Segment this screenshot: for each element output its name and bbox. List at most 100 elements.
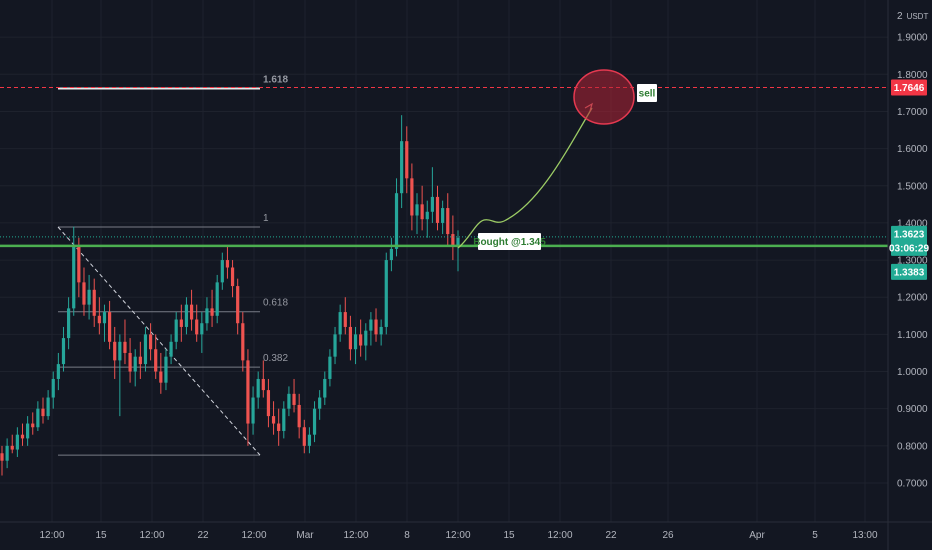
candle	[379, 319, 383, 346]
candle	[41, 397, 45, 424]
candle-body	[359, 334, 363, 346]
time-axis[interactable]: 12:00 15 12:00 22 12:00 Mar 12:00 8 12:00 15 12:00…	[0, 521, 932, 541]
candle	[36, 401, 40, 431]
candle-body	[133, 356, 137, 372]
y-tick-label: 1.7000	[897, 107, 928, 118]
bought-label-box	[478, 233, 541, 250]
candle-body	[82, 282, 86, 305]
price-tag-box	[891, 225, 927, 242]
candle	[415, 193, 419, 235]
candle-body	[56, 364, 60, 379]
candle-body	[189, 304, 194, 320]
y-tick-label: 1.5000	[897, 181, 928, 192]
candle-body	[394, 193, 399, 249]
candle	[102, 304, 107, 342]
candle	[236, 278, 240, 335]
candle	[405, 126, 409, 194]
candle	[318, 390, 322, 420]
candle	[225, 245, 230, 279]
x-tick-label: 8	[404, 530, 410, 541]
fib-level-label: 1	[263, 213, 269, 224]
candle-body	[343, 312, 347, 327]
candle	[118, 334, 122, 417]
candle	[353, 326, 358, 365]
candle	[246, 349, 250, 446]
x-tick-label: 12:00	[39, 530, 64, 541]
candle-body	[87, 289, 91, 305]
candle-body	[118, 341, 122, 361]
sell-label-box	[637, 84, 657, 102]
candle	[15, 427, 19, 457]
candle-body	[10, 445, 14, 450]
candle	[420, 185, 424, 231]
fib-retracement[interactable]: 1 0.618 0.382 1.618	[57, 74, 288, 456]
candle	[123, 319, 127, 365]
candle-body	[287, 393, 291, 409]
candle	[215, 274, 219, 324]
price-tags: 1.7646 1.3623 03:06:29 1.3383	[889, 79, 929, 280]
candle-body	[138, 356, 142, 365]
price-tag: 03:06:29	[889, 239, 929, 256]
candle-body	[333, 334, 337, 357]
candle-body	[415, 204, 419, 216]
y-tick-label: 0.7000	[897, 478, 928, 489]
candle	[241, 312, 245, 372]
candle-body	[159, 371, 163, 383]
candle-body	[200, 323, 204, 335]
price-tag-label: 1.3623	[894, 229, 925, 240]
candle	[292, 378, 296, 413]
candle-body	[195, 319, 199, 335]
candle	[220, 252, 224, 290]
candle-body	[323, 378, 327, 398]
candle-body	[451, 234, 455, 246]
y-tick-label: 1.9000	[897, 33, 928, 44]
candle	[369, 312, 373, 346]
price-tag-box	[891, 79, 927, 96]
y-tick-label: 1.3000	[897, 256, 928, 267]
price-axis[interactable]: 1.9000 1.8000 1.7000 1.6000 1.5000 1.4000 1.30…	[887, 0, 928, 550]
candle	[277, 408, 281, 446]
candle	[389, 237, 393, 272]
candle-body	[230, 267, 235, 287]
candle-body	[210, 308, 214, 316]
price-tag-box	[891, 239, 927, 256]
candle	[359, 319, 363, 357]
x-tick-label: Apr	[749, 530, 765, 541]
candles	[0, 115, 460, 476]
candle-body	[174, 319, 178, 342]
candle-body	[46, 397, 50, 417]
candle-body	[5, 445, 9, 461]
candle-body	[246, 360, 250, 424]
candle	[302, 419, 306, 454]
candle-body	[338, 312, 342, 335]
fib-level-label: 0.382	[263, 353, 288, 364]
candle	[169, 334, 173, 365]
candle-body	[456, 237, 460, 246]
y-tick-label: 1.6000	[897, 144, 928, 155]
candle-body	[107, 312, 112, 342]
candle	[374, 308, 378, 342]
y-tick-label: 1.1000	[897, 330, 928, 341]
candle	[189, 289, 194, 331]
candle	[10, 434, 14, 454]
candle	[148, 323, 153, 361]
candle	[430, 167, 434, 223]
candle-body	[389, 248, 393, 261]
candle-body	[374, 319, 378, 335]
candle	[251, 386, 255, 435]
candle	[271, 401, 276, 435]
candle	[195, 304, 199, 342]
candle	[282, 401, 286, 439]
candle-body	[205, 308, 209, 324]
candle-body	[67, 308, 71, 339]
x-tick-label: 12:00	[343, 530, 368, 541]
candle-body	[113, 341, 117, 361]
candle	[456, 230, 460, 272]
candle-body	[36, 408, 40, 428]
candle	[87, 274, 91, 320]
candle-body	[307, 434, 312, 446]
candle-body	[179, 319, 183, 327]
candle	[312, 401, 317, 443]
candle	[328, 349, 332, 387]
